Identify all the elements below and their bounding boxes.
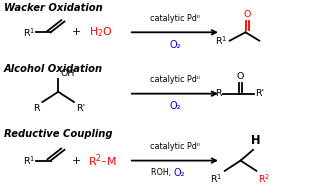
- Text: catalytic Pdᴵᴵ: catalytic Pdᴵᴵ: [150, 142, 200, 151]
- Text: R': R': [255, 89, 264, 98]
- Text: R$^2$: R$^2$: [258, 173, 270, 185]
- Text: OH: OH: [61, 69, 75, 78]
- Text: +: +: [72, 156, 81, 166]
- Text: H$_2$O: H$_2$O: [89, 25, 113, 39]
- Text: +: +: [72, 27, 81, 37]
- Text: O₂: O₂: [169, 40, 181, 50]
- Text: R$^1$: R$^1$: [215, 34, 227, 47]
- Text: Alcohol Oxidation: Alcohol Oxidation: [4, 64, 103, 74]
- Text: R$^1$: R$^1$: [210, 173, 222, 185]
- Text: ROH,: ROH,: [150, 168, 173, 177]
- Text: Wacker Oxidation: Wacker Oxidation: [4, 3, 103, 12]
- Text: catalytic Pdᴵᴵ: catalytic Pdᴵᴵ: [150, 75, 200, 84]
- Text: R: R: [215, 89, 222, 98]
- Text: O₂: O₂: [169, 101, 181, 111]
- Text: R$^1$: R$^1$: [23, 26, 35, 39]
- Text: R': R': [76, 104, 85, 113]
- Text: R$^2$–M: R$^2$–M: [87, 152, 116, 169]
- Text: R: R: [34, 104, 40, 113]
- Text: Reductive Coupling: Reductive Coupling: [4, 129, 113, 139]
- Text: O₂: O₂: [174, 168, 185, 178]
- Text: H: H: [250, 134, 260, 147]
- Text: O: O: [244, 10, 251, 19]
- Text: O: O: [237, 72, 244, 81]
- Text: R$^1$: R$^1$: [23, 154, 35, 167]
- Text: catalytic Pdᴵᴵ: catalytic Pdᴵᴵ: [150, 14, 200, 23]
